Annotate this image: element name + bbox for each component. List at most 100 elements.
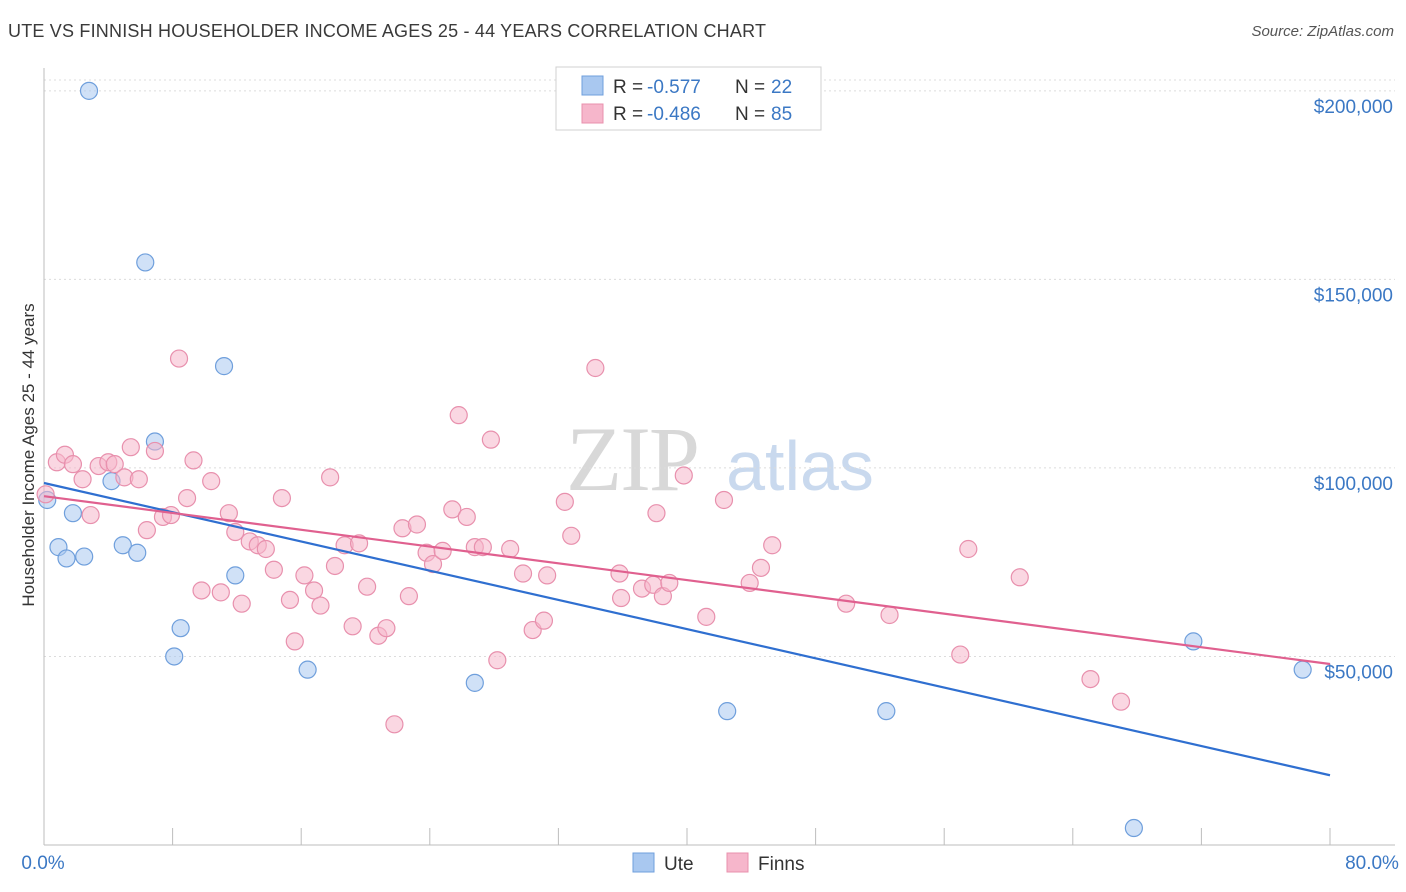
point-ute <box>465 673 484 692</box>
point-finns <box>358 577 377 596</box>
point-finns <box>959 539 978 559</box>
point-ute <box>136 253 155 272</box>
point-finns <box>219 504 238 523</box>
point-finns <box>488 651 507 670</box>
point-finns <box>443 500 462 519</box>
point-ute <box>298 660 317 679</box>
point-finns <box>714 490 734 510</box>
point-finns <box>36 485 55 504</box>
point-finns <box>837 594 856 613</box>
legend-n-label-finns: N = <box>735 104 765 125</box>
watermark-atlas: atlas <box>726 427 874 505</box>
y-tick-label: $200,000 <box>1314 97 1393 118</box>
point-finns <box>880 605 899 625</box>
point-finns <box>473 538 492 557</box>
y-axis-label: Householder Income Ages 25 - 44 years <box>19 303 38 606</box>
point-finns <box>311 596 330 615</box>
point-finns <box>674 466 693 485</box>
point-finns <box>349 534 369 553</box>
point-finns <box>304 581 324 600</box>
point-finns <box>264 560 283 579</box>
point-ute <box>1293 660 1312 679</box>
legend-n-label-ute: N = <box>735 77 765 98</box>
point-finns <box>161 505 181 525</box>
legend-r-label-finns: R = <box>613 104 643 125</box>
point-finns <box>611 588 631 608</box>
point-finns <box>433 541 452 560</box>
x-tick-label-min: 0.0% <box>21 853 64 874</box>
point-finns <box>295 566 314 585</box>
legend-bottom-label-ute: Ute <box>664 854 694 875</box>
point-finns <box>325 556 345 576</box>
point-finns <box>1010 568 1029 587</box>
legend-bottom-swatch-finns <box>726 852 749 873</box>
point-finns <box>81 505 100 525</box>
legend-r-value-ute: -0.577 <box>647 77 701 98</box>
x-ticks <box>43 828 1331 845</box>
watermark: ZIP atlas <box>566 408 874 510</box>
point-finns <box>377 619 396 638</box>
legend-r-label-ute: R = <box>613 77 643 98</box>
watermark-zip: ZIP <box>566 408 698 510</box>
point-finns <box>951 645 970 664</box>
point-finns <box>321 468 340 487</box>
point-finns <box>105 455 124 474</box>
point-finns <box>73 470 92 489</box>
point-ute <box>718 702 737 721</box>
y-tick-label: $100,000 <box>1314 474 1393 495</box>
series-finns-points <box>36 349 1131 734</box>
point-finns <box>272 488 292 508</box>
legend-bottom: Ute Finns <box>632 852 804 875</box>
point-ute <box>1124 818 1143 838</box>
point-ute <box>877 702 896 721</box>
point-ute <box>214 357 234 376</box>
point-finns <box>562 526 581 545</box>
point-finns <box>169 349 189 368</box>
legend-bottom-label-finns: Finns <box>758 854 804 875</box>
point-finns <box>399 587 419 606</box>
point-finns <box>481 430 500 449</box>
point-ute <box>63 504 83 523</box>
point-finns <box>202 472 221 491</box>
point-finns <box>137 521 156 540</box>
point-finns <box>1111 692 1131 711</box>
point-finns <box>457 507 476 527</box>
point-ute <box>171 619 190 638</box>
point-ute <box>79 81 99 100</box>
point-finns <box>280 590 300 610</box>
legend-swatch-finns <box>581 103 604 124</box>
point-finns <box>501 539 520 559</box>
axes <box>43 68 1395 846</box>
trendline-finns <box>43 495 1331 666</box>
point-ute <box>165 647 184 666</box>
point-ute <box>75 547 94 566</box>
legend-r-value-finns: -0.486 <box>647 104 701 125</box>
point-ute <box>57 549 76 568</box>
point-finns <box>513 564 533 583</box>
point-ute <box>128 543 147 562</box>
point-finns <box>285 632 304 651</box>
point-ute <box>113 536 132 555</box>
legend-n-value-ute: 22 <box>771 77 792 98</box>
legend-n-value-finns: 85 <box>771 104 792 125</box>
legend-swatch-ute <box>581 75 604 96</box>
legend-top: R = -0.577 N = 22 R = -0.486 N = 85 <box>555 66 822 131</box>
point-finns <box>538 566 557 585</box>
y-tick-labels: $50,000 $100,000 $150,000 $200,000 <box>1314 97 1393 684</box>
point-finns <box>423 554 443 574</box>
point-finns <box>192 581 211 600</box>
trendlines <box>43 481 1331 777</box>
point-finns <box>1081 669 1100 689</box>
point-finns <box>343 617 362 636</box>
source-label: Source: ZipAtlas.com <box>1251 23 1394 40</box>
point-finns <box>449 406 468 425</box>
point-finns <box>697 607 716 626</box>
point-finns <box>121 438 140 457</box>
point-finns <box>534 611 554 630</box>
y-tick-label: $50,000 <box>1324 662 1393 683</box>
y-tick-label: $150,000 <box>1314 285 1393 306</box>
point-finns <box>555 492 574 511</box>
point-finns <box>763 536 782 555</box>
point-finns <box>647 504 666 523</box>
